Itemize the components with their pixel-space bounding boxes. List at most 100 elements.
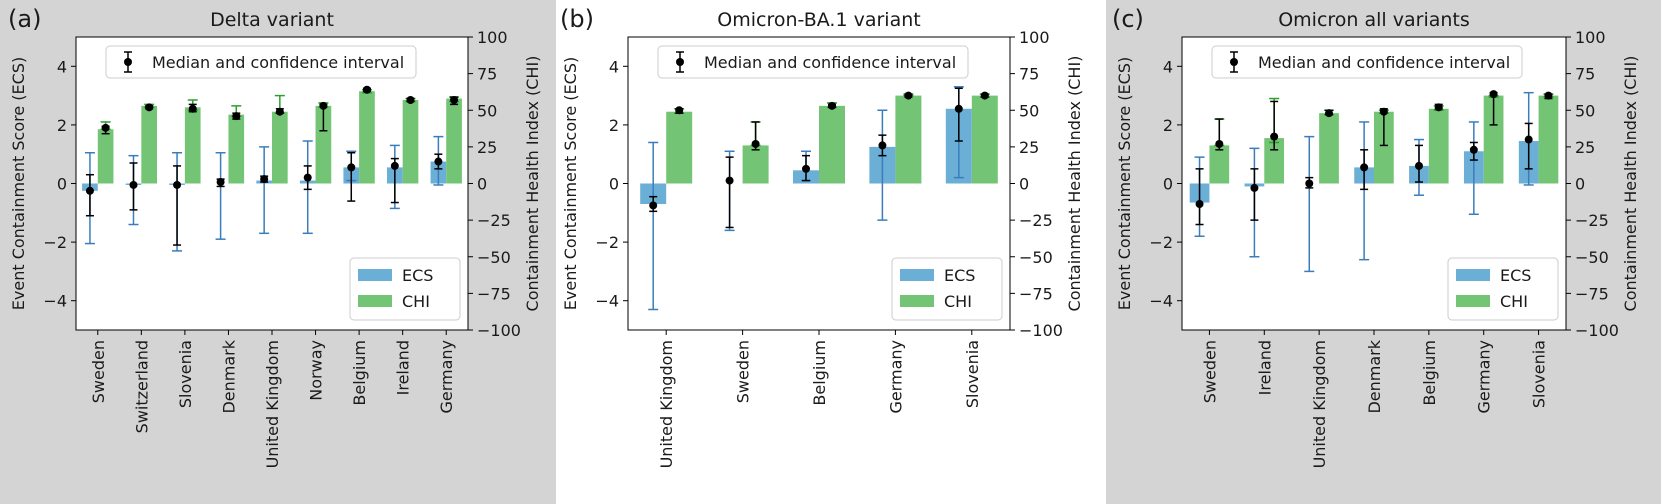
x-tick-label: Germany [1475, 340, 1494, 414]
chi-median-point [406, 95, 415, 104]
y-tick-label-right: 100 [1019, 28, 1050, 47]
legend-median-box [105, 45, 417, 79]
y-tick-label-right: 50 [1019, 101, 1039, 120]
y-axis-label-right: Containment Health Index (CHI) [1621, 56, 1640, 312]
chart-title: Omicron all variants [1278, 9, 1470, 31]
chi-median-point [828, 101, 836, 110]
ecs-median-point [1414, 161, 1423, 170]
chi-bar [359, 91, 375, 184]
y-tick-label-right: −50 [1019, 248, 1053, 267]
legend-median-label: Median and confidence interval [1258, 53, 1510, 72]
ecs-median-point [260, 175, 269, 184]
chart-title: Delta variant [210, 9, 334, 31]
y-tick-label-right: 50 [1575, 101, 1595, 120]
legend-median: Median and confidence interval [657, 45, 969, 79]
y-tick-label-right: −25 [477, 211, 511, 230]
chi-median-point [675, 106, 684, 115]
y-tick-label-right: 25 [477, 138, 497, 157]
ecs-median-point [129, 180, 138, 189]
y-tick-label-right: 50 [477, 101, 497, 120]
y-tick-label-left: −2 [595, 233, 619, 252]
chi-bar [1428, 108, 1449, 184]
chi-median-point [1325, 109, 1334, 118]
x-tick-label: Slovenia [1530, 340, 1549, 408]
chi-median-point [980, 91, 989, 100]
legend-chi-label: CHI [402, 292, 430, 311]
chi-bar [1374, 111, 1394, 184]
y-tick-label-left: 4 [57, 57, 67, 76]
y-tick-label-right: 0 [477, 175, 487, 194]
chi-bar [666, 111, 693, 184]
panel-label: (b) [560, 5, 594, 33]
legend-chi-label: CHI [944, 292, 972, 311]
y-tick-label-left: 4 [1163, 57, 1173, 76]
ecs-median-point [1469, 145, 1478, 154]
x-tick-label: Ireland [394, 340, 413, 395]
y-tick-label-right: −100 [1575, 321, 1619, 340]
legend-ecs-swatch [900, 269, 934, 281]
y-tick-label-right: 25 [1575, 138, 1595, 157]
chi-median-point [319, 101, 328, 110]
chi-bar [742, 145, 769, 184]
ecs-median-point [85, 186, 94, 195]
chi-bar [1209, 145, 1230, 184]
x-tick-label: Sweden [734, 340, 753, 403]
chi-median-point [1215, 139, 1224, 148]
legend-median-label: Median and confidence interval [152, 53, 404, 72]
y-tick-label-left: 2 [1163, 116, 1173, 135]
chi-bar [315, 105, 332, 184]
x-tick-label: Slovenia [963, 340, 982, 408]
legend-chi-swatch [900, 295, 934, 307]
y-tick-label-right: −75 [1019, 284, 1053, 303]
legend-series: ECS CHI [1447, 257, 1559, 321]
panel-1: (a) Delta variant Sweden Switzerland Sloveni… [8, 5, 542, 468]
legend-median-point [124, 58, 132, 66]
x-tick-label: Germany [437, 340, 456, 414]
y-tick-label-left: 0 [1163, 175, 1173, 194]
ecs-median-point [216, 178, 225, 187]
y-tick-label-left: −4 [43, 292, 67, 311]
y-tick-label-right: 0 [1019, 175, 1029, 194]
chi-median-point [188, 104, 197, 113]
ecs-median-point [649, 201, 658, 210]
y-tick-label-left: −4 [1149, 292, 1173, 311]
ecs-median-point [1360, 163, 1369, 172]
y-tick-label-left: −2 [43, 233, 67, 252]
y-tick-label-left: −4 [595, 292, 619, 311]
legend-median: Median and confidence interval [105, 45, 417, 79]
y-axis-label-right: Containment Health Index (CHI) [1065, 56, 1084, 312]
x-tick-label: Denmark [219, 339, 238, 413]
legend-series: ECS CHI [349, 257, 461, 321]
chi-median-point [145, 103, 154, 112]
y-tick-label-right: −100 [477, 321, 521, 340]
chi-bar [1483, 95, 1504, 184]
y-tick-label-right: 25 [1019, 138, 1039, 157]
x-tick-label: Ireland [1255, 340, 1274, 395]
y-tick-label-right: 75 [1575, 65, 1595, 84]
x-tick-label: Sweden [89, 340, 108, 403]
chi-median-point [275, 107, 284, 116]
legend-chi-label: CHI [1500, 292, 1528, 311]
y-tick-label-right: −25 [1575, 211, 1609, 230]
ecs-median-point [878, 141, 887, 150]
y-tick-label-right: −75 [477, 284, 511, 303]
legend-ecs-swatch [358, 269, 392, 281]
y-tick-label-left: 2 [609, 116, 619, 135]
x-tick-label: Switzerland [132, 340, 151, 433]
y-tick-label-right: 0 [1575, 175, 1585, 194]
chi-bar [1319, 113, 1339, 184]
y-tick-label-left: 0 [57, 175, 67, 194]
ecs-median-point [1250, 183, 1259, 192]
x-tick-label: Belgium [1420, 340, 1439, 406]
chi-bar [1538, 95, 1559, 184]
chi-bar [97, 129, 114, 184]
ecs-median-point [173, 180, 182, 189]
chi-bar [228, 114, 245, 184]
chi-bar [1264, 138, 1285, 184]
y-axis-label-left: Event Containment Score (ECS) [561, 57, 580, 310]
y-tick-label-right: −100 [1019, 321, 1063, 340]
y-tick-label-right: −25 [1019, 211, 1053, 230]
legend-median: Median and confidence interval [1211, 45, 1523, 79]
y-tick-label-right: −50 [477, 248, 511, 267]
chi-median-point [362, 85, 371, 94]
